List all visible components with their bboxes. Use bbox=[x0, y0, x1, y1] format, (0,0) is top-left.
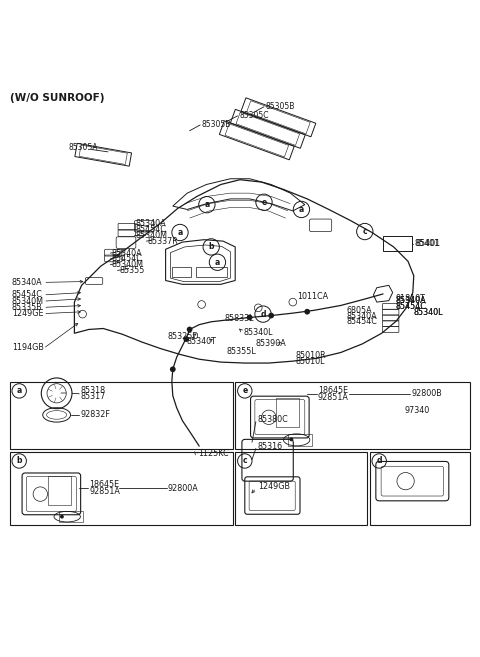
Text: 97340: 97340 bbox=[405, 405, 430, 415]
Text: 85317: 85317 bbox=[81, 392, 106, 401]
Text: a: a bbox=[178, 228, 182, 237]
Text: 85340A: 85340A bbox=[12, 278, 43, 287]
Text: 85454C: 85454C bbox=[396, 302, 427, 311]
Text: 85454C: 85454C bbox=[12, 290, 43, 300]
Text: 85340L: 85340L bbox=[414, 307, 443, 317]
Text: 85401: 85401 bbox=[416, 238, 441, 248]
Bar bbox=[288, 434, 312, 445]
Text: 85454C: 85454C bbox=[396, 302, 427, 311]
Text: 85335B: 85335B bbox=[12, 303, 43, 312]
Circle shape bbox=[183, 336, 189, 342]
Circle shape bbox=[268, 313, 274, 319]
Text: 85454C: 85454C bbox=[347, 317, 377, 327]
Text: 85318: 85318 bbox=[81, 386, 106, 395]
Text: 92832F: 92832F bbox=[81, 411, 110, 419]
Bar bbox=[10, 382, 233, 449]
Text: b: b bbox=[208, 242, 214, 252]
Text: a: a bbox=[17, 386, 22, 396]
Text: 85355L: 85355L bbox=[227, 346, 256, 355]
Circle shape bbox=[289, 438, 293, 442]
Text: 85305C: 85305C bbox=[239, 111, 268, 120]
Text: 85340L: 85340L bbox=[244, 328, 273, 337]
Text: 92851A: 92851A bbox=[89, 487, 120, 496]
Text: 85390A: 85390A bbox=[256, 340, 287, 348]
Bar bbox=[235, 382, 470, 449]
Text: 85833L: 85833L bbox=[225, 315, 254, 323]
Text: 92800B: 92800B bbox=[412, 390, 443, 398]
Text: 92800A: 92800A bbox=[168, 484, 199, 493]
Text: 85454C: 85454C bbox=[135, 225, 166, 234]
Text: d: d bbox=[376, 457, 382, 465]
Bar bbox=[276, 398, 299, 427]
Text: a: a bbox=[204, 200, 209, 209]
Text: 85340A: 85340A bbox=[396, 296, 427, 305]
Text: 85340M: 85340M bbox=[111, 260, 144, 269]
Text: 85316: 85316 bbox=[258, 442, 283, 451]
Text: 85340M: 85340M bbox=[135, 231, 168, 240]
Text: b: b bbox=[16, 457, 22, 465]
Text: e: e bbox=[242, 386, 247, 396]
Text: 85355: 85355 bbox=[119, 266, 144, 275]
Text: a: a bbox=[299, 205, 304, 214]
Text: 85340L: 85340L bbox=[414, 308, 443, 317]
Text: (W/O SUNROOF): (W/O SUNROOF) bbox=[10, 93, 104, 103]
Text: 85340A: 85340A bbox=[111, 248, 142, 258]
Text: 18645E: 18645E bbox=[318, 386, 348, 395]
Text: 85380C: 85380C bbox=[258, 415, 288, 424]
Text: 1249GE: 1249GE bbox=[12, 309, 44, 318]
Text: 85305B: 85305B bbox=[265, 102, 295, 111]
Text: a: a bbox=[215, 258, 220, 267]
Bar bbox=[10, 452, 233, 526]
Text: 85401: 85401 bbox=[415, 239, 440, 248]
Circle shape bbox=[60, 514, 64, 518]
Bar bbox=[196, 267, 227, 277]
Text: 85305B: 85305B bbox=[202, 120, 231, 129]
Text: 1249GB: 1249GB bbox=[258, 482, 290, 491]
Bar bbox=[383, 237, 412, 251]
Circle shape bbox=[304, 309, 310, 315]
Bar bbox=[59, 511, 83, 522]
Bar bbox=[172, 267, 191, 277]
Text: 92851A: 92851A bbox=[318, 393, 348, 401]
Text: 18645E: 18645E bbox=[89, 480, 120, 489]
Circle shape bbox=[170, 367, 176, 372]
Text: 85340A: 85340A bbox=[396, 296, 427, 305]
Circle shape bbox=[247, 315, 252, 321]
Bar bbox=[235, 452, 367, 526]
Text: 1011CA: 1011CA bbox=[298, 292, 329, 301]
Text: e: e bbox=[262, 198, 266, 207]
Text: 85340A: 85340A bbox=[135, 219, 166, 229]
Text: 85010R: 85010R bbox=[296, 351, 326, 360]
Text: 85454C: 85454C bbox=[111, 254, 142, 263]
Circle shape bbox=[187, 327, 192, 332]
Text: 85325D: 85325D bbox=[167, 332, 199, 341]
Bar bbox=[48, 476, 71, 505]
Bar bbox=[370, 452, 470, 526]
Text: 85340T: 85340T bbox=[186, 337, 216, 346]
Text: d: d bbox=[260, 309, 266, 319]
Text: 85340A: 85340A bbox=[347, 311, 377, 321]
Text: 85305A: 85305A bbox=[68, 143, 97, 152]
Text: 1125KC: 1125KC bbox=[198, 449, 228, 458]
Text: 91810T: 91810T bbox=[396, 294, 426, 304]
Text: 1194GB: 1194GB bbox=[12, 343, 44, 352]
Text: 85010L: 85010L bbox=[296, 357, 325, 366]
Text: 85337R: 85337R bbox=[148, 237, 179, 246]
Text: 85340M: 85340M bbox=[12, 297, 44, 306]
Text: c: c bbox=[362, 227, 367, 236]
Text: 6805A: 6805A bbox=[347, 306, 372, 315]
Text: c: c bbox=[242, 457, 247, 465]
